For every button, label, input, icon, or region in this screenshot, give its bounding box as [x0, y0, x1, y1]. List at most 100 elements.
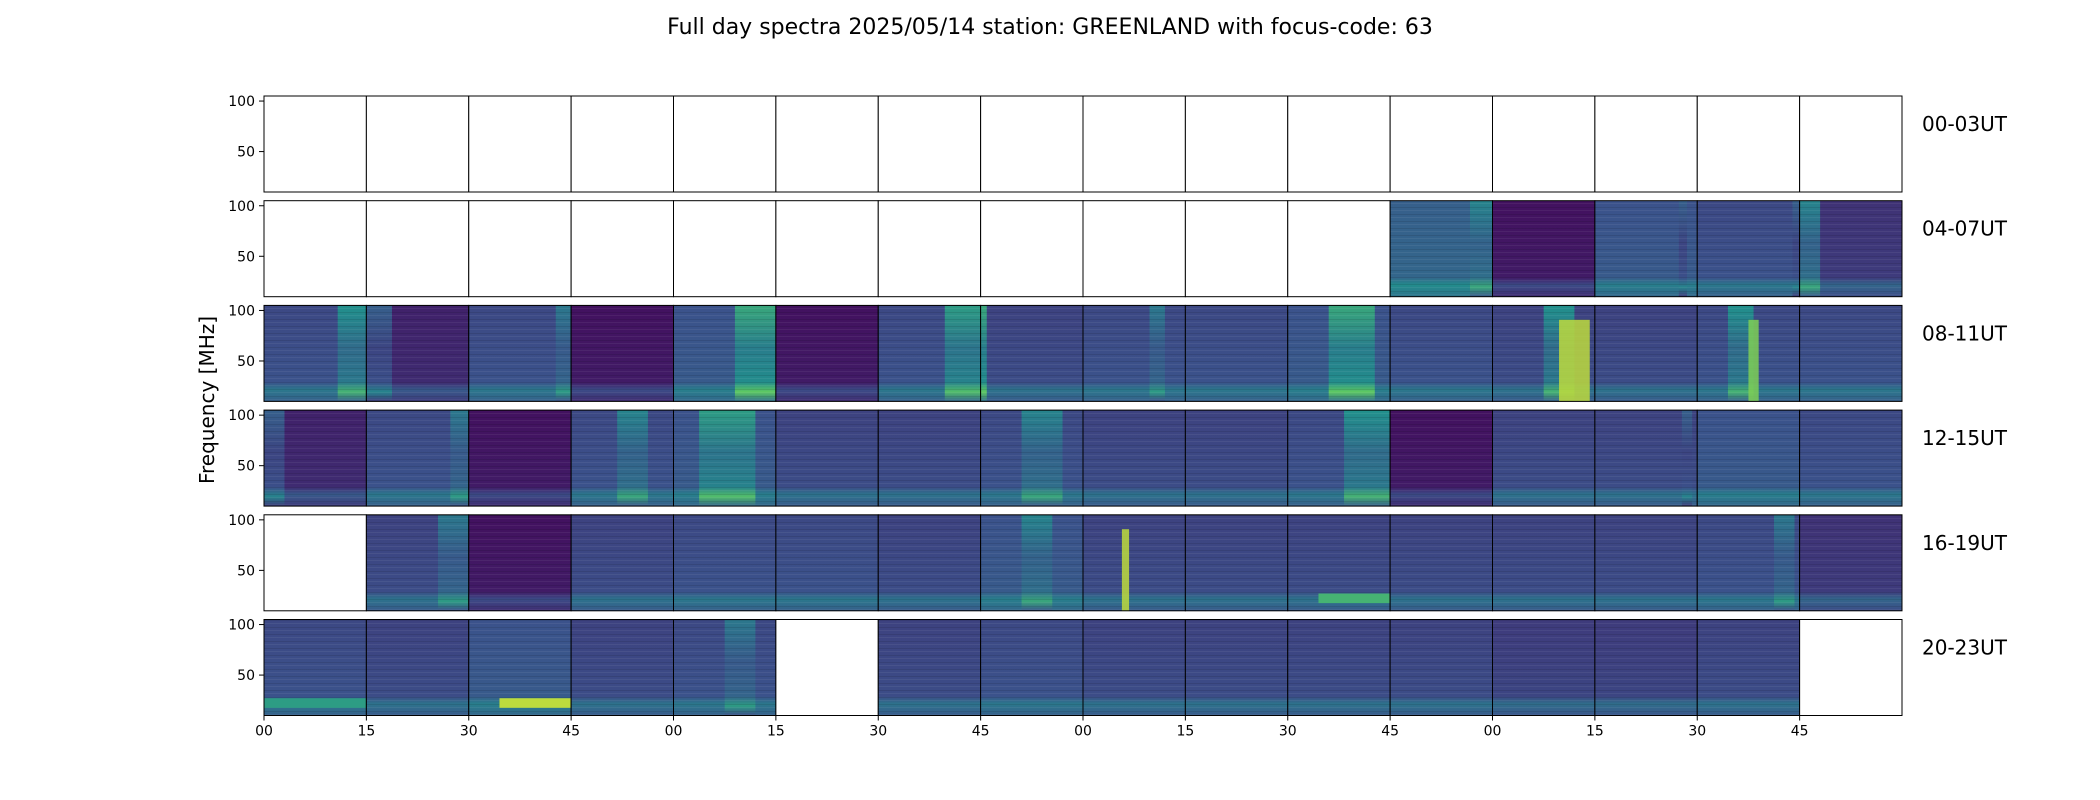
- spectrum-panel: [570, 304, 674, 402]
- spectrum-panel: [775, 304, 879, 402]
- spectrum-row: 100 50 20-23UT: [228, 618, 2008, 716]
- spectrum-panel: [468, 619, 572, 716]
- spectrum-panel: [1389, 95, 1493, 193]
- empty-panel: [980, 200, 1083, 297]
- spectrum-panel: [1184, 304, 1289, 402]
- spectrum-panel: [877, 95, 982, 193]
- emission-band-lines: [337, 305, 367, 402]
- spectrum-panel: [775, 409, 879, 507]
- spectrum-panel: [570, 200, 674, 298]
- spectrum-panel: [1594, 304, 1698, 402]
- spectrum-panel: [1082, 95, 1186, 193]
- spectrum-panel: [468, 95, 572, 193]
- spectrum-row: 100 50 08-11UT: [228, 303, 2008, 402]
- frequency-lines: [980, 305, 1083, 402]
- frequency-lines: [1390, 410, 1493, 507]
- y-tick-label: 100: [228, 303, 255, 319]
- spectrum-panel: [570, 619, 674, 716]
- frequency-lines: [673, 514, 776, 611]
- spectrum-panel: [1492, 514, 1596, 612]
- spectrum-panel: [365, 409, 470, 507]
- emission-band-lines: [555, 305, 572, 402]
- spectrum-panel: [1492, 95, 1596, 193]
- empty-panel: [878, 200, 981, 297]
- x-tick-label: 00: [665, 724, 683, 740]
- y-tick-label: 50: [237, 563, 255, 579]
- low-frequency-band: [1318, 593, 1391, 604]
- x-tick-label: 45: [1381, 724, 1399, 740]
- empty-panel: [1083, 96, 1186, 192]
- x-tick-label: 45: [1791, 724, 1809, 740]
- frequency-lines: [1390, 619, 1493, 716]
- frequency-lines: [980, 619, 1083, 716]
- panel-frame: [1799, 304, 1903, 402]
- spectrum-panel: [1184, 95, 1289, 193]
- spectrum-panel: [263, 409, 367, 507]
- frequency-lines: [878, 410, 981, 507]
- spectrum-panel: [1594, 95, 1698, 193]
- spectrum-row: 100 50 16-19UT: [228, 513, 2008, 612]
- frequency-lines: [1492, 410, 1595, 507]
- panel-frame: [1799, 200, 1903, 298]
- spectrum-panel: [570, 95, 674, 193]
- spectrum-panel: [775, 514, 879, 612]
- emission-band-lines: [1774, 514, 1795, 611]
- emission-band-lines: [1792, 200, 1800, 297]
- emission-band-lines: [980, 305, 987, 402]
- panel-frame: [1799, 619, 1903, 716]
- x-tick-label: 15: [1176, 724, 1194, 740]
- empty-panel: [1287, 200, 1391, 297]
- emission-band-lines: [1799, 200, 1821, 297]
- y-tick-label: 100: [228, 618, 255, 634]
- empty-panel: [468, 200, 572, 297]
- radio-burst: [1559, 319, 1590, 402]
- frequency-lines: [571, 514, 674, 611]
- spectrum-row: 100 50 12-15UT: [228, 408, 2008, 507]
- spectrum-panel: [1594, 200, 1698, 298]
- spectrum-panel: [468, 200, 572, 298]
- frequency-lines: [1492, 619, 1595, 716]
- x-tick-label: 00: [1074, 724, 1092, 740]
- y-tick-label: 100: [228, 408, 255, 424]
- spectrum-panel: [1492, 619, 1596, 716]
- spectrum-panel: [877, 619, 982, 716]
- emission-band-lines: [1149, 305, 1165, 402]
- emission-band-lines: [1021, 410, 1063, 507]
- spectrum-panel: [1492, 200, 1596, 298]
- frequency-lines: [1799, 410, 1902, 507]
- frequency-lines: [571, 619, 674, 716]
- y-tick-label: 50: [237, 249, 255, 265]
- row-time-label: 16-19UT: [1922, 531, 2008, 555]
- spectrum-panel: [877, 409, 982, 507]
- row-time-label: 08-11UT: [1922, 321, 2008, 345]
- spectrum-panel: [877, 200, 982, 298]
- spectrum-panel: [365, 95, 470, 193]
- spectrum-panel: [1184, 409, 1289, 507]
- spectrum-panel: [1082, 619, 1186, 716]
- empty-panel: [1799, 619, 1902, 716]
- empty-panel: [1287, 96, 1391, 192]
- low-frequency-band: [499, 698, 572, 708]
- frequency-lines: [1083, 410, 1186, 507]
- spectrum-panel: [980, 95, 1084, 193]
- y-tick-label: 100: [228, 199, 255, 215]
- row-time-label: 12-15UT: [1922, 426, 2008, 450]
- frequency-lines: [571, 305, 674, 402]
- empty-panel: [673, 200, 776, 297]
- x-tick-label: 30: [460, 724, 478, 740]
- frequency-lines: [1799, 514, 1902, 611]
- empty-panel: [366, 96, 469, 192]
- y-tick-label: 50: [237, 354, 255, 370]
- emission-band-lines: [438, 514, 469, 611]
- spectrum-panel: [1492, 304, 1596, 402]
- spectrum-panel: [365, 619, 470, 716]
- spectrum-panel: [980, 619, 1084, 716]
- x-tick-label: 15: [357, 724, 375, 740]
- x-tick-label: 15: [767, 724, 785, 740]
- spectrum-panel: [1696, 409, 1801, 507]
- empty-panel: [980, 96, 1083, 192]
- emission-band-lines: [944, 305, 981, 402]
- spectrum-panel: [877, 304, 982, 402]
- spectrum-panel: [468, 514, 572, 612]
- frequency-lines: [1492, 514, 1595, 611]
